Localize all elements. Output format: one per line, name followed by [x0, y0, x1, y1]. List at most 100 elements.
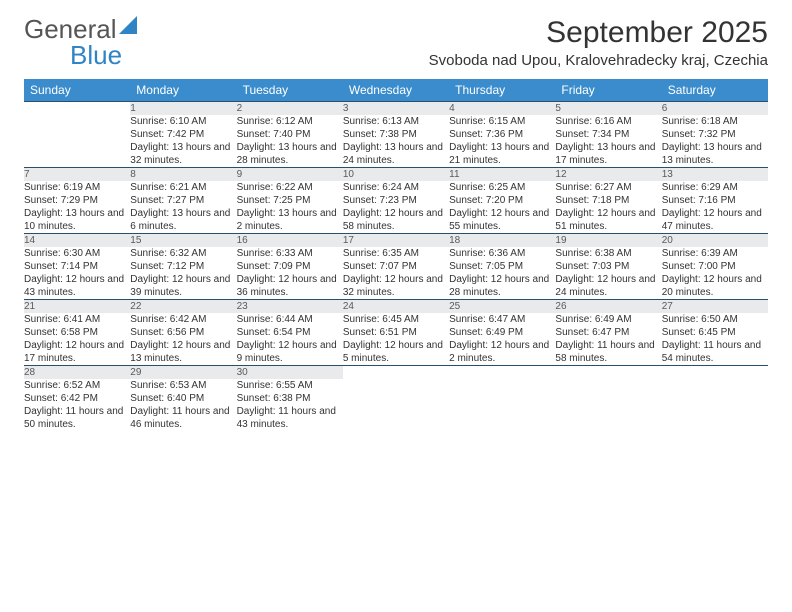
day-number-cell: 3	[343, 102, 449, 116]
day-number-cell: 21	[24, 300, 130, 314]
sunrise-text: Sunrise: 6:35 AM	[343, 247, 449, 260]
day-number-cell: 22	[130, 300, 236, 314]
day-info-row: Sunrise: 6:10 AMSunset: 7:42 PMDaylight:…	[24, 115, 768, 168]
weekday-header: Sunday	[24, 79, 130, 102]
sunset-text: Sunset: 7:42 PM	[130, 128, 236, 141]
sunrise-text: Sunrise: 6:45 AM	[343, 313, 449, 326]
day-info-cell: Sunrise: 6:27 AMSunset: 7:18 PMDaylight:…	[555, 181, 661, 234]
weekday-header: Monday	[130, 79, 236, 102]
sunset-text: Sunset: 6:38 PM	[237, 392, 343, 405]
sunset-text: Sunset: 7:14 PM	[24, 260, 130, 273]
day-info-cell: Sunrise: 6:29 AMSunset: 7:16 PMDaylight:…	[662, 181, 768, 234]
day-info-row: Sunrise: 6:52 AMSunset: 6:42 PMDaylight:…	[24, 379, 768, 431]
daylight-text: Daylight: 11 hours and 46 minutes.	[130, 405, 236, 431]
daylight-text: Daylight: 13 hours and 21 minutes.	[449, 141, 555, 167]
sunset-text: Sunset: 6:49 PM	[449, 326, 555, 339]
day-info-cell	[662, 379, 768, 431]
day-info-cell: Sunrise: 6:15 AMSunset: 7:36 PMDaylight:…	[449, 115, 555, 168]
sunset-text: Sunset: 7:34 PM	[555, 128, 661, 141]
daylight-text: Daylight: 12 hours and 36 minutes.	[237, 273, 343, 299]
sunset-text: Sunset: 7:23 PM	[343, 194, 449, 207]
day-info-cell: Sunrise: 6:19 AMSunset: 7:29 PMDaylight:…	[24, 181, 130, 234]
day-number-cell: 25	[449, 300, 555, 314]
calendar-body: 123456 Sunrise: 6:10 AMSunset: 7:42 PMDa…	[24, 102, 768, 432]
daylight-text: Daylight: 11 hours and 43 minutes.	[237, 405, 343, 431]
day-info-cell: Sunrise: 6:22 AMSunset: 7:25 PMDaylight:…	[237, 181, 343, 234]
sunrise-text: Sunrise: 6:25 AM	[449, 181, 555, 194]
sunset-text: Sunset: 7:27 PM	[130, 194, 236, 207]
day-info-cell	[24, 115, 130, 168]
day-info-cell: Sunrise: 6:13 AMSunset: 7:38 PMDaylight:…	[343, 115, 449, 168]
sunset-text: Sunset: 7:05 PM	[449, 260, 555, 273]
sunset-text: Sunset: 6:51 PM	[343, 326, 449, 339]
day-info-cell: Sunrise: 6:44 AMSunset: 6:54 PMDaylight:…	[237, 313, 343, 366]
day-number-cell: 27	[662, 300, 768, 314]
daylight-text: Daylight: 12 hours and 32 minutes.	[343, 273, 449, 299]
day-info-cell: Sunrise: 6:53 AMSunset: 6:40 PMDaylight:…	[130, 379, 236, 431]
day-number-row: 78910111213	[24, 168, 768, 182]
header: General Blue September 2025 Svoboda nad …	[24, 16, 768, 69]
daylight-text: Daylight: 11 hours and 58 minutes.	[555, 339, 661, 365]
daylight-text: Daylight: 13 hours and 13 minutes.	[662, 141, 768, 167]
sunset-text: Sunset: 7:18 PM	[555, 194, 661, 207]
sunset-text: Sunset: 7:07 PM	[343, 260, 449, 273]
day-info-cell: Sunrise: 6:35 AMSunset: 7:07 PMDaylight:…	[343, 247, 449, 300]
sunrise-text: Sunrise: 6:50 AM	[662, 313, 768, 326]
day-info-cell: Sunrise: 6:16 AMSunset: 7:34 PMDaylight:…	[555, 115, 661, 168]
day-number-cell: 7	[24, 168, 130, 182]
day-info-cell: Sunrise: 6:55 AMSunset: 6:38 PMDaylight:…	[237, 379, 343, 431]
day-info-cell: Sunrise: 6:10 AMSunset: 7:42 PMDaylight:…	[130, 115, 236, 168]
sunrise-text: Sunrise: 6:41 AM	[24, 313, 130, 326]
day-info-cell: Sunrise: 6:25 AMSunset: 7:20 PMDaylight:…	[449, 181, 555, 234]
sunset-text: Sunset: 6:45 PM	[662, 326, 768, 339]
daylight-text: Daylight: 13 hours and 2 minutes.	[237, 207, 343, 233]
day-info-cell: Sunrise: 6:18 AMSunset: 7:32 PMDaylight:…	[662, 115, 768, 168]
weekday-header: Wednesday	[343, 79, 449, 102]
day-number-cell	[343, 366, 449, 380]
title-block: September 2025 Svoboda nad Upou, Kralove…	[429, 16, 768, 69]
day-info-cell: Sunrise: 6:33 AMSunset: 7:09 PMDaylight:…	[237, 247, 343, 300]
brand-logo: General Blue	[24, 16, 141, 68]
sunset-text: Sunset: 6:54 PM	[237, 326, 343, 339]
day-info-row: Sunrise: 6:19 AMSunset: 7:29 PMDaylight:…	[24, 181, 768, 234]
day-info-cell: Sunrise: 6:24 AMSunset: 7:23 PMDaylight:…	[343, 181, 449, 234]
sunset-text: Sunset: 6:42 PM	[24, 392, 130, 405]
daylight-text: Daylight: 12 hours and 2 minutes.	[449, 339, 555, 365]
day-number-cell: 10	[343, 168, 449, 182]
sunset-text: Sunset: 7:40 PM	[237, 128, 343, 141]
sunrise-text: Sunrise: 6:53 AM	[130, 379, 236, 392]
sunset-text: Sunset: 7:38 PM	[343, 128, 449, 141]
day-number-cell: 1	[130, 102, 236, 116]
daylight-text: Daylight: 13 hours and 10 minutes.	[24, 207, 130, 233]
day-number-cell: 6	[662, 102, 768, 116]
day-info-cell: Sunrise: 6:50 AMSunset: 6:45 PMDaylight:…	[662, 313, 768, 366]
day-info-cell	[343, 379, 449, 431]
sunrise-text: Sunrise: 6:49 AM	[555, 313, 661, 326]
calendar-page: General Blue September 2025 Svoboda nad …	[0, 0, 792, 612]
sunset-text: Sunset: 7:16 PM	[662, 194, 768, 207]
weekday-row: Sunday Monday Tuesday Wednesday Thursday…	[24, 79, 768, 102]
sunrise-text: Sunrise: 6:42 AM	[130, 313, 236, 326]
day-number-cell: 18	[449, 234, 555, 248]
day-number-cell: 12	[555, 168, 661, 182]
day-number-cell: 30	[237, 366, 343, 380]
sunrise-text: Sunrise: 6:32 AM	[130, 247, 236, 260]
day-number-cell: 24	[343, 300, 449, 314]
sunrise-text: Sunrise: 6:52 AM	[24, 379, 130, 392]
sunset-text: Sunset: 7:03 PM	[555, 260, 661, 273]
sunrise-text: Sunrise: 6:27 AM	[555, 181, 661, 194]
daylight-text: Daylight: 12 hours and 17 minutes.	[24, 339, 130, 365]
day-number-cell: 14	[24, 234, 130, 248]
sunrise-text: Sunrise: 6:47 AM	[449, 313, 555, 326]
day-number-cell	[24, 102, 130, 116]
day-number-cell: 13	[662, 168, 768, 182]
day-info-cell: Sunrise: 6:47 AMSunset: 6:49 PMDaylight:…	[449, 313, 555, 366]
day-number-cell: 26	[555, 300, 661, 314]
day-number-cell: 4	[449, 102, 555, 116]
day-info-cell: Sunrise: 6:41 AMSunset: 6:58 PMDaylight:…	[24, 313, 130, 366]
sunrise-text: Sunrise: 6:16 AM	[555, 115, 661, 128]
day-number-cell	[555, 366, 661, 380]
day-number-cell: 8	[130, 168, 236, 182]
day-info-cell: Sunrise: 6:21 AMSunset: 7:27 PMDaylight:…	[130, 181, 236, 234]
day-number-cell	[449, 366, 555, 380]
